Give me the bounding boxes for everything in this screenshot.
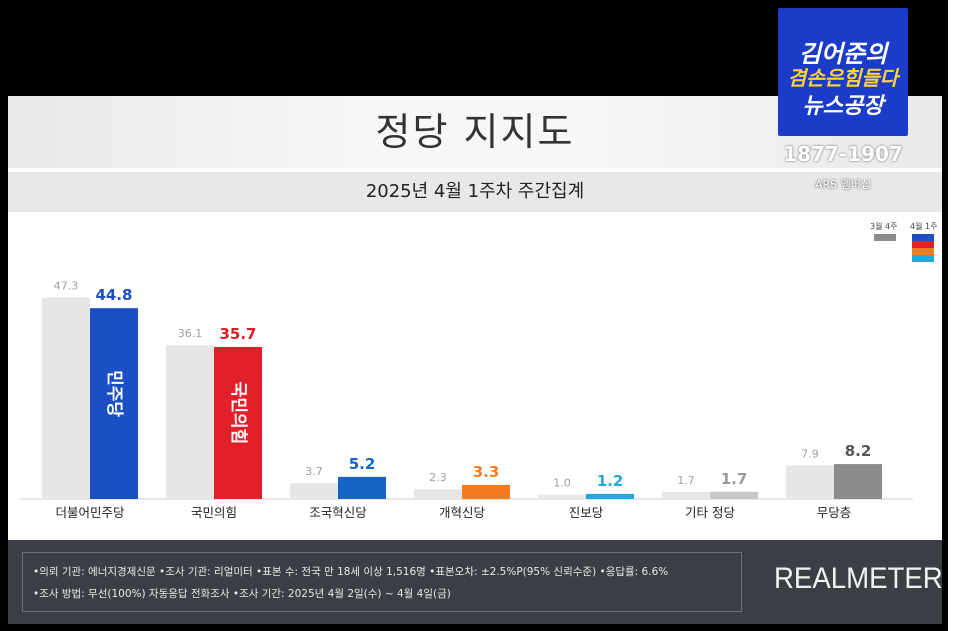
badge-phone: 1877-1907 xyxy=(783,142,903,166)
bar-prev xyxy=(42,297,90,499)
value-label-prev: 2.3 xyxy=(429,471,447,484)
bar-party-logo-text: 민주당 xyxy=(104,370,124,417)
value-label-curr: 5.2 xyxy=(349,455,376,473)
bar-prev xyxy=(290,483,338,499)
survey-note-line2: •조사 방법: 무선(100%) 자동응답 전화조사 •조사 기간: 2025년… xyxy=(33,588,451,600)
bar-prev xyxy=(538,494,586,499)
category-label: 진보당 xyxy=(569,505,604,520)
category-label: 기타 정당 xyxy=(685,505,735,520)
program-badge: 김어준의 겸손은힘들다 뉴스공장 xyxy=(778,8,908,136)
category-label: 국민의힘 xyxy=(191,505,237,520)
value-label-prev: 1.0 xyxy=(553,477,571,490)
chart-panel: 정당 지지도 2025년 4월 1주차 주간집계 47.3 44.8 더불어민주당 민… xyxy=(8,96,942,624)
bar-curr xyxy=(462,484,510,499)
value-label-prev: 36.1 xyxy=(178,327,203,340)
badge-show: 겸손은힘들다 xyxy=(787,66,899,90)
bar-curr xyxy=(586,493,634,499)
legend-curr-swatch xyxy=(912,234,934,262)
value-label-prev: 47.3 xyxy=(54,280,79,293)
category-label: 개혁신당 xyxy=(439,505,486,520)
value-label-curr: 8.2 xyxy=(845,442,872,460)
category-label: 조국혁신당 xyxy=(309,505,367,520)
value-label-prev: 3.7 xyxy=(305,465,323,478)
bar-prev xyxy=(414,489,462,499)
bar-prev xyxy=(786,465,834,499)
legend-curr-label: 4월 1주 xyxy=(910,222,938,231)
chart-title: 정당 지지도 xyxy=(375,110,575,154)
legend-prev-swatch xyxy=(874,234,896,241)
badge-program: 뉴스공장 xyxy=(802,94,884,119)
value-label-curr: 3.3 xyxy=(473,463,500,481)
bar-prev xyxy=(662,491,710,499)
footer: •의뢰 기관: 에너지경제신문 •조사 기관: 리얼미터 •표본 수: 전국 만… xyxy=(8,540,943,624)
value-label-curr: 44.8 xyxy=(95,286,132,304)
chart-subtitle: 2025년 4월 1주차 주간집계 xyxy=(365,181,585,202)
bar-prev xyxy=(166,345,214,499)
value-label-curr: 1.7 xyxy=(721,470,748,488)
legend-prev-label: 3월 4주 xyxy=(870,222,898,231)
survey-note-line1: •의뢰 기관: 에너지경제신문 •조사 기관: 리얼미터 •표본 수: 전국 만… xyxy=(33,566,669,578)
bar-party-logo-text: 국민의힘 xyxy=(228,382,249,445)
bar-curr xyxy=(90,308,138,499)
value-label-prev: 1.7 xyxy=(677,474,695,487)
realmeter-logo: REALMETER xyxy=(774,562,943,595)
survey-notes: •의뢰 기관: 에너지경제신문 •조사 기관: 리얼미터 •표본 수: 전국 만… xyxy=(22,552,742,612)
bar-curr xyxy=(214,346,262,499)
bar-curr xyxy=(338,476,386,499)
value-label-curr: 1.2 xyxy=(597,472,624,490)
bar-curr xyxy=(710,491,758,499)
category-label: 무당층 xyxy=(817,505,852,520)
value-label-prev: 7.9 xyxy=(801,447,819,460)
badge-ars: ARS 멤버십 xyxy=(814,178,871,191)
badge-host: 김어준의 xyxy=(798,40,888,68)
category-label: 더불어민주당 xyxy=(55,505,125,520)
bar-curr xyxy=(834,464,882,499)
value-label-curr: 35.7 xyxy=(219,325,256,343)
subtitle-bar xyxy=(8,172,942,212)
